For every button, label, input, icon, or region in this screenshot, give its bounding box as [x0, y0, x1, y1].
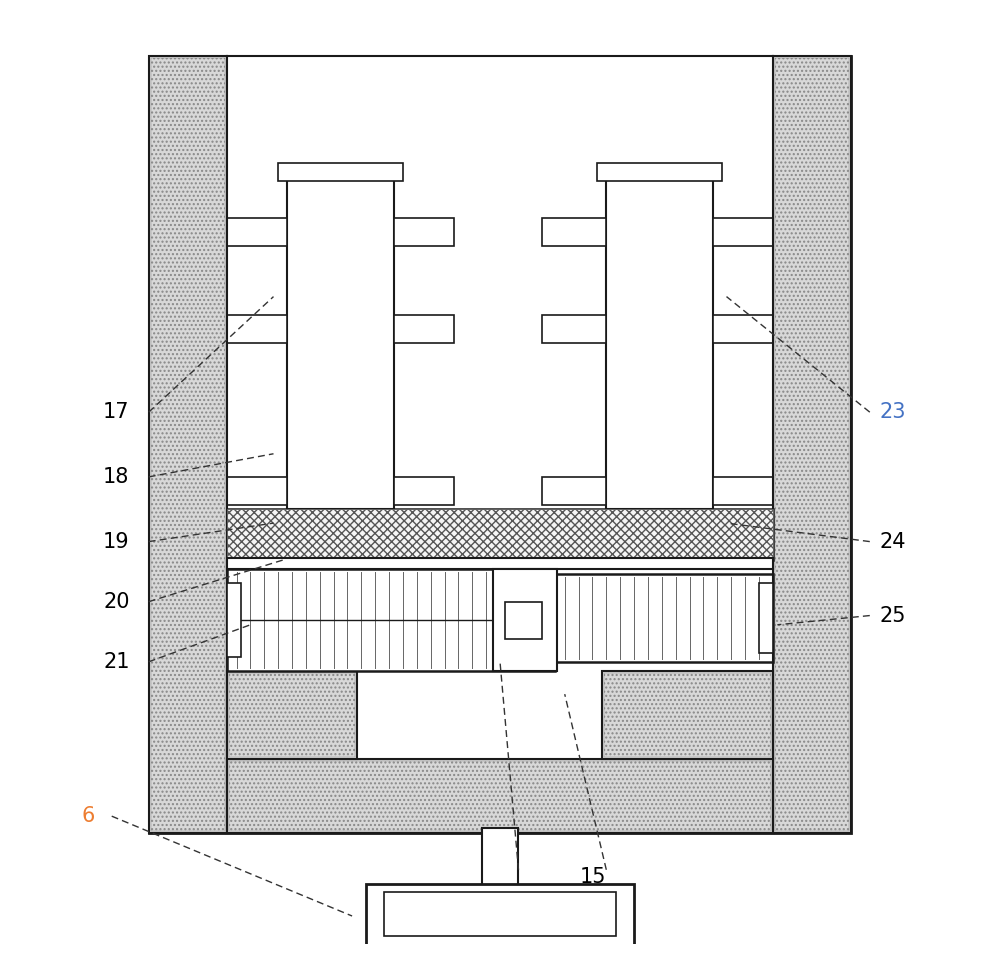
Bar — [775, 58, 849, 831]
Bar — [149, 56, 227, 833]
Bar — [227, 584, 241, 657]
Bar — [287, 168, 394, 509]
Text: 17: 17 — [103, 403, 130, 422]
Bar — [229, 761, 771, 831]
Text: 6: 6 — [82, 806, 95, 826]
Bar — [713, 315, 773, 343]
Text: 23: 23 — [880, 403, 906, 422]
Bar — [384, 892, 616, 936]
Bar — [227, 509, 773, 560]
Bar — [542, 315, 606, 343]
Bar — [227, 509, 773, 560]
Bar — [227, 569, 555, 671]
Text: 15: 15 — [579, 867, 606, 887]
Bar — [394, 315, 454, 343]
Bar — [759, 584, 773, 653]
Bar — [482, 828, 518, 888]
Bar — [602, 671, 773, 759]
Bar — [394, 477, 454, 505]
Bar — [713, 477, 773, 505]
Bar — [227, 759, 773, 833]
Bar — [227, 315, 287, 343]
Bar — [493, 569, 557, 671]
Bar — [229, 673, 355, 757]
Bar — [604, 673, 771, 757]
Bar — [773, 56, 851, 833]
Bar — [278, 163, 403, 181]
Bar — [227, 559, 773, 569]
Text: 25: 25 — [880, 606, 906, 626]
Bar — [227, 56, 773, 833]
Bar — [542, 218, 606, 246]
Bar — [555, 574, 773, 662]
Bar — [227, 218, 287, 246]
Bar — [149, 56, 851, 833]
Bar — [606, 168, 713, 509]
Bar — [394, 218, 454, 246]
Bar — [151, 58, 225, 831]
Bar — [227, 477, 287, 505]
Text: 21: 21 — [103, 652, 130, 672]
Text: 22: 22 — [482, 867, 509, 887]
Bar — [542, 477, 606, 505]
Text: 24: 24 — [880, 532, 906, 552]
Bar — [366, 884, 634, 949]
Bar — [227, 671, 357, 759]
Text: 20: 20 — [103, 591, 130, 612]
Bar — [505, 602, 542, 638]
Bar — [713, 218, 773, 246]
Text: 19: 19 — [103, 532, 130, 552]
Bar — [597, 163, 722, 181]
Text: 18: 18 — [103, 467, 130, 487]
